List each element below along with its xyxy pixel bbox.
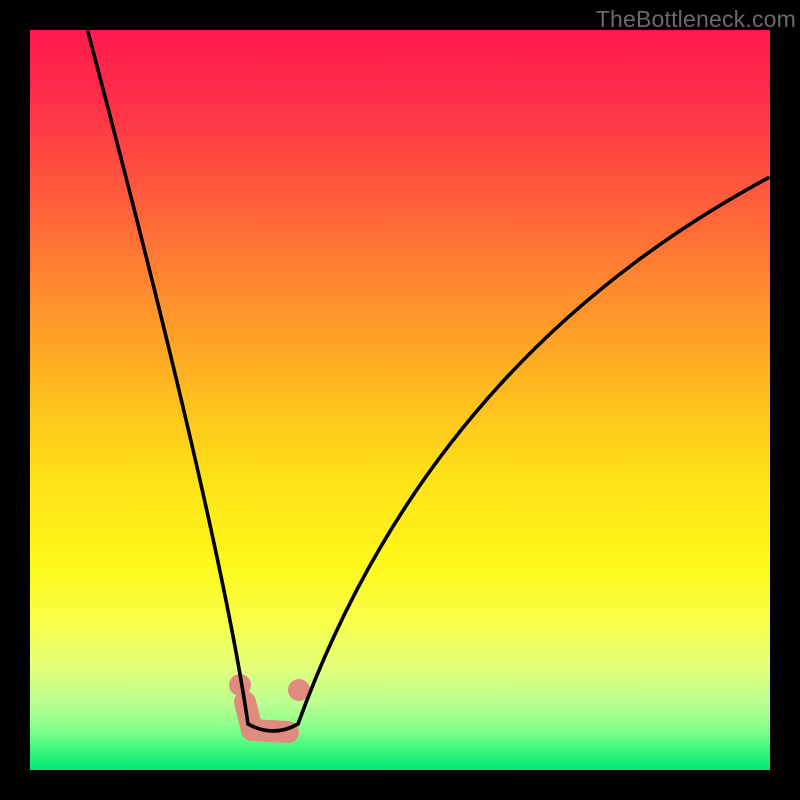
chart-plot-area	[30, 30, 770, 770]
chart-background	[30, 30, 770, 770]
watermark-text: TheBottleneck.com	[596, 6, 796, 33]
